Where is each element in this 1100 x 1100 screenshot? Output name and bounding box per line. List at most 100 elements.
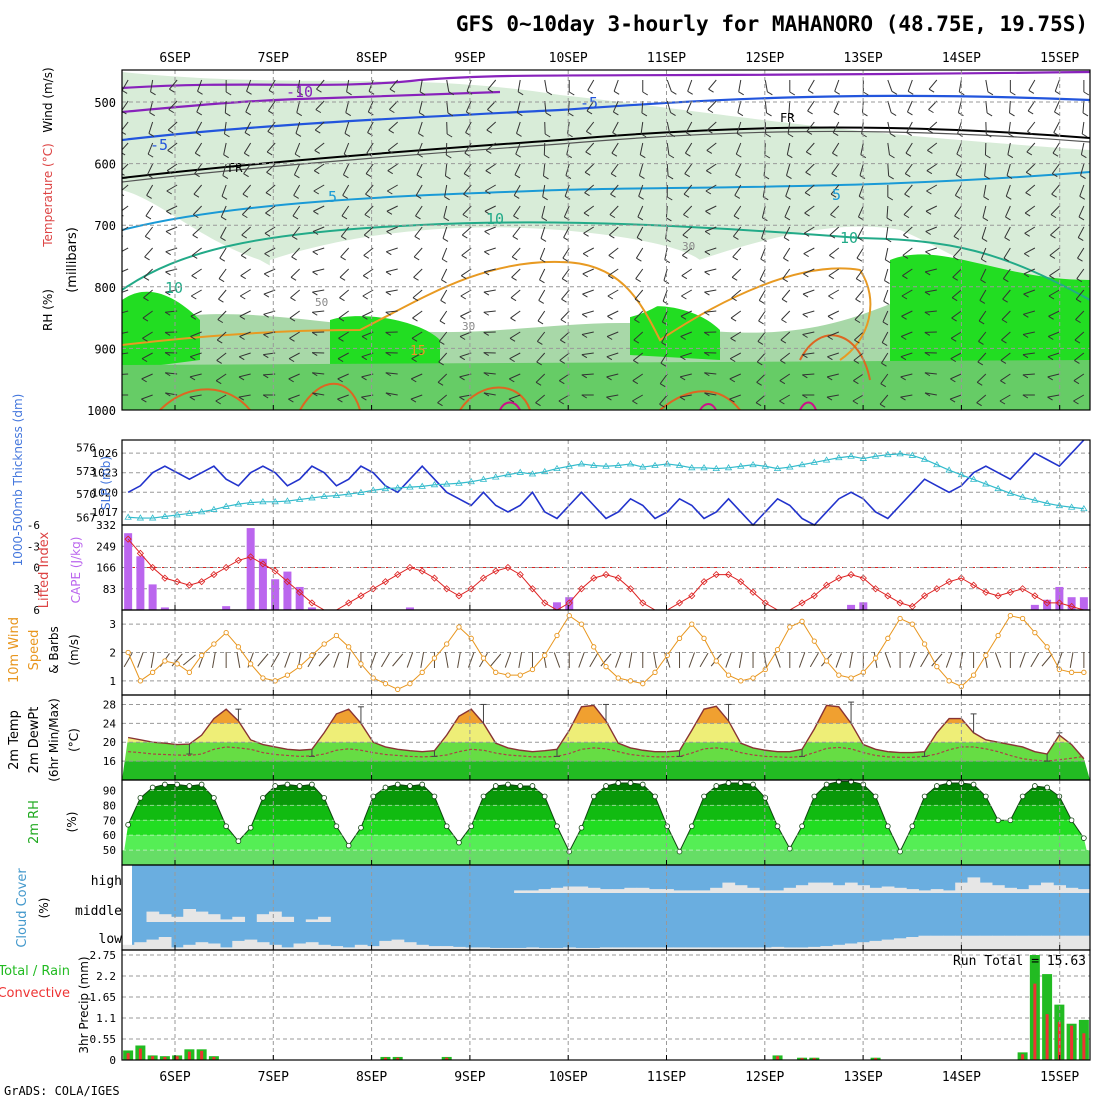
wind-label: Wind (m/s) — [41, 67, 55, 132]
wind-barb — [925, 247, 937, 253]
cloud-bar — [844, 943, 858, 950]
wind-barb — [802, 373, 815, 376]
wind-barb — [994, 652, 1002, 668]
wind-barb — [925, 268, 937, 273]
wind-barb-flag — [438, 361, 444, 366]
wind-barb-flag — [924, 311, 931, 316]
wind-barb — [661, 310, 668, 323]
thickness-marker — [798, 460, 806, 468]
wind-barb — [463, 163, 472, 175]
wind-barb — [704, 247, 717, 253]
precip-tick: 2.2 — [96, 970, 116, 983]
wind-barb-flag — [1073, 380, 1080, 385]
wind-barb-flag — [890, 133, 896, 138]
wind-barb-flag — [636, 237, 643, 242]
wind-barb — [834, 79, 840, 92]
wind-barb-flag — [487, 109, 493, 114]
wind-barb-flag — [1075, 319, 1081, 324]
wind-barb — [387, 163, 398, 172]
wind-barb — [268, 100, 276, 112]
wind-barb — [733, 226, 742, 237]
wind-barb — [950, 331, 962, 339]
wind-barb-flag — [608, 275, 614, 280]
wind-speed-marker — [725, 672, 732, 678]
wind-barb — [949, 394, 962, 400]
wind-barb-flag — [680, 336, 686, 340]
wind-barb — [827, 373, 839, 378]
wind-barb — [1048, 289, 1060, 297]
cape-bar — [283, 571, 292, 610]
wind-barb-flag — [192, 234, 198, 239]
wind-barb — [931, 653, 943, 667]
wind-barb-flag — [339, 276, 346, 281]
wind-barb — [537, 310, 546, 322]
wind-barb-flag — [166, 190, 173, 195]
li-marker — [872, 585, 880, 593]
wind-barb — [829, 247, 840, 256]
wind-barb-flag — [904, 193, 910, 198]
wind-barb-flag — [634, 319, 640, 324]
wind-barb-flag — [903, 234, 909, 239]
cloud-bar — [636, 947, 650, 950]
temp2m-label: 2m Temp — [7, 710, 22, 770]
wind-barb — [192, 226, 202, 236]
date-label-bottom: 8SEP — [356, 1070, 387, 1085]
wind-barb — [558, 394, 570, 402]
thickness-tick: 570 — [76, 488, 96, 501]
wind-barb-flag — [886, 217, 893, 222]
wind-barb-flag — [891, 90, 898, 95]
wind-barb-flag — [680, 315, 687, 320]
wind-speed-marker — [554, 632, 560, 639]
li-marker — [835, 574, 843, 582]
li-marker — [467, 585, 475, 593]
wind-barb-flag — [789, 91, 796, 96]
wind-barb-flag — [544, 133, 551, 138]
wind-barb-flag — [729, 378, 736, 383]
precip-conv-bar — [776, 1056, 780, 1060]
thickness-marker — [1080, 504, 1088, 512]
date-label-top: 9SEP — [454, 51, 485, 66]
cloud-bar — [820, 946, 834, 950]
wind-barb — [985, 79, 989, 92]
wind-barb-flag — [704, 331, 710, 336]
wind-barb — [684, 163, 693, 175]
wind-barb-flag — [829, 234, 836, 239]
wind-barb-flag — [764, 154, 771, 159]
wind-barb-flag — [889, 154, 895, 159]
wind-barb — [437, 394, 448, 404]
wind-barb-flag — [561, 298, 567, 303]
wind-barb — [293, 163, 301, 176]
cloud-bar — [281, 916, 295, 922]
wind-barb — [606, 352, 619, 358]
precip-units-label: 3hr Precip (mm) — [77, 956, 91, 1053]
wind-barb — [687, 79, 693, 92]
wind-barb-flag — [1025, 171, 1032, 176]
wind-barb-flag — [683, 193, 690, 198]
wind-barb — [337, 394, 349, 400]
li-marker — [1043, 599, 1051, 607]
thickness-marker — [1006, 489, 1015, 496]
wind-barb-flag — [461, 254, 468, 259]
temp-tick: 20 — [103, 736, 116, 749]
thickness-marker — [663, 460, 671, 467]
li-marker — [614, 574, 622, 582]
wind-barb-flag — [337, 378, 343, 383]
wind-barb — [704, 289, 717, 293]
li-marker — [406, 563, 414, 572]
wind-barb-flag — [484, 210, 491, 215]
wind-barb-flag — [190, 315, 197, 320]
wind-barb — [145, 205, 154, 217]
temperature-label: Temperature (°C) — [41, 143, 55, 248]
wind-speed-marker — [713, 658, 719, 664]
wind-speed-marker — [517, 672, 523, 678]
wind-barb — [171, 653, 183, 667]
rh-band — [122, 835, 1090, 851]
thickness-marker — [124, 513, 132, 520]
wind-barb — [1008, 121, 1011, 134]
wind-barb-flag — [414, 236, 421, 240]
li-marker — [688, 592, 696, 600]
cloud-bar — [1040, 882, 1054, 893]
wind-barb — [833, 100, 840, 113]
cloud-bar — [440, 946, 454, 950]
wind-barb — [774, 652, 781, 668]
